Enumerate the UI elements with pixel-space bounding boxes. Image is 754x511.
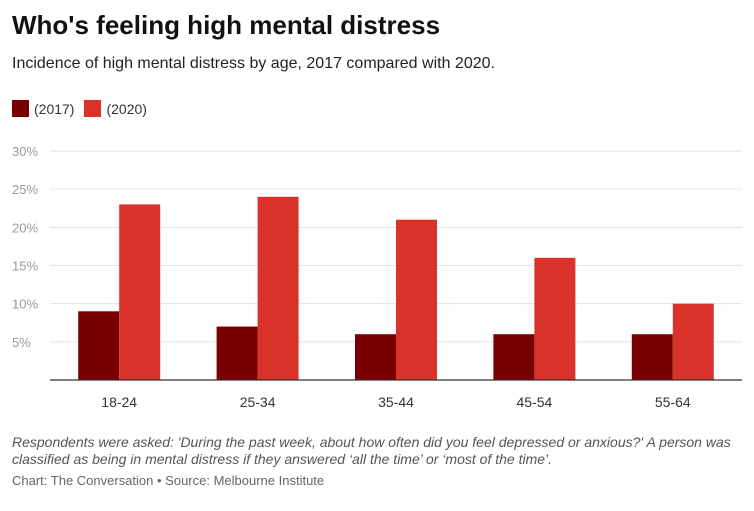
y-tick-label: 10% <box>12 297 38 312</box>
legend: (2017) (2020) <box>12 100 157 117</box>
bar-2020-25-34 <box>257 196 299 380</box>
bar-2020-45-54 <box>534 257 576 380</box>
x-tick-label: 45-54 <box>516 394 552 410</box>
bar-2017-55-64 <box>631 334 673 380</box>
bar-2020-18-24 <box>119 204 161 380</box>
bar-2017-35-44 <box>355 334 396 380</box>
footnote: Respondents were asked: 'During the past… <box>12 434 731 467</box>
x-tick-label: 25-34 <box>240 394 276 410</box>
y-tick-label: 25% <box>12 182 38 197</box>
bar-2017-45-54 <box>493 334 535 380</box>
legend-label-2020: (2020) <box>106 100 147 117</box>
legend-swatch-2017 <box>12 100 29 117</box>
chart-subtitle: Incidence of high mental distress by age… <box>12 55 495 72</box>
bar-2020-35-44 <box>396 219 437 380</box>
bar-chart: 5% 10% 15% 20% 25% 30% 18-24 25-34 35-44 45-54 55-… <box>12 144 742 410</box>
legend-swatch-2020 <box>84 100 102 117</box>
legend-label-2017: (2017) <box>34 100 75 117</box>
bar-2017-25-34 <box>216 326 258 380</box>
x-tick-label: 35-44 <box>378 394 414 410</box>
x-tick-label: 55-64 <box>655 394 691 410</box>
chart-title: Who's feeling high mental distress <box>12 10 441 40</box>
x-tick-label: 18-24 <box>101 394 137 410</box>
y-tick-label: 30% <box>12 144 38 159</box>
source-credit: Chart: The Conversation • Source: Melbou… <box>12 473 325 488</box>
y-tick-label: 20% <box>12 220 38 235</box>
y-tick-label: 15% <box>12 259 38 274</box>
bar-2020-55-64 <box>672 303 714 380</box>
legend-item-2017: (2017) <box>12 100 74 117</box>
legend-item-2020: (2020) <box>84 100 147 117</box>
bar-2017-18-24 <box>78 311 120 380</box>
y-tick-label: 5% <box>12 335 31 350</box>
